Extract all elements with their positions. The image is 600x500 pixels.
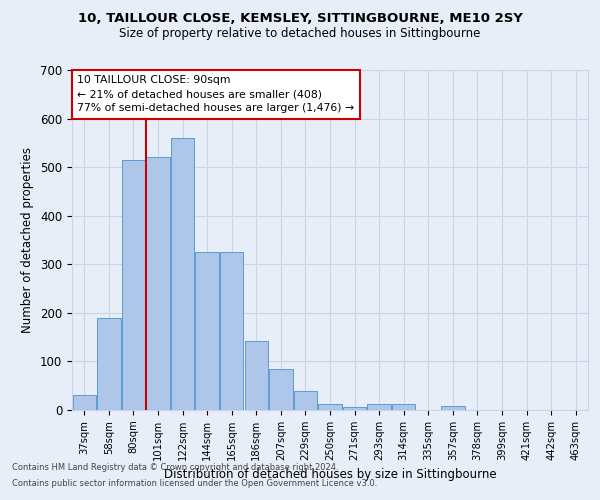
Bar — [146, 158, 170, 410]
Bar — [73, 396, 96, 410]
Text: Contains public sector information licensed under the Open Government Licence v3: Contains public sector information licen… — [12, 478, 377, 488]
Bar — [196, 252, 219, 410]
Text: Contains HM Land Registry data © Crown copyright and database right 2024.: Contains HM Land Registry data © Crown c… — [12, 464, 338, 472]
Text: 10, TAILLOUR CLOSE, KEMSLEY, SITTINGBOURNE, ME10 2SY: 10, TAILLOUR CLOSE, KEMSLEY, SITTINGBOUR… — [77, 12, 523, 26]
Bar — [122, 160, 145, 410]
Bar — [220, 252, 244, 410]
X-axis label: Distribution of detached houses by size in Sittingbourne: Distribution of detached houses by size … — [164, 468, 496, 481]
Bar — [171, 138, 194, 410]
Bar — [343, 406, 366, 410]
Bar — [294, 390, 317, 410]
Text: 10 TAILLOUR CLOSE: 90sqm
← 21% of detached houses are smaller (408)
77% of semi-: 10 TAILLOUR CLOSE: 90sqm ← 21% of detach… — [77, 75, 354, 113]
Y-axis label: Number of detached properties: Number of detached properties — [22, 147, 34, 333]
Bar — [97, 318, 121, 410]
Bar — [392, 404, 415, 410]
Bar — [245, 340, 268, 410]
Bar — [269, 368, 293, 410]
Bar — [319, 404, 341, 410]
Bar — [441, 406, 464, 410]
Bar — [367, 404, 391, 410]
Text: Size of property relative to detached houses in Sittingbourne: Size of property relative to detached ho… — [119, 28, 481, 40]
